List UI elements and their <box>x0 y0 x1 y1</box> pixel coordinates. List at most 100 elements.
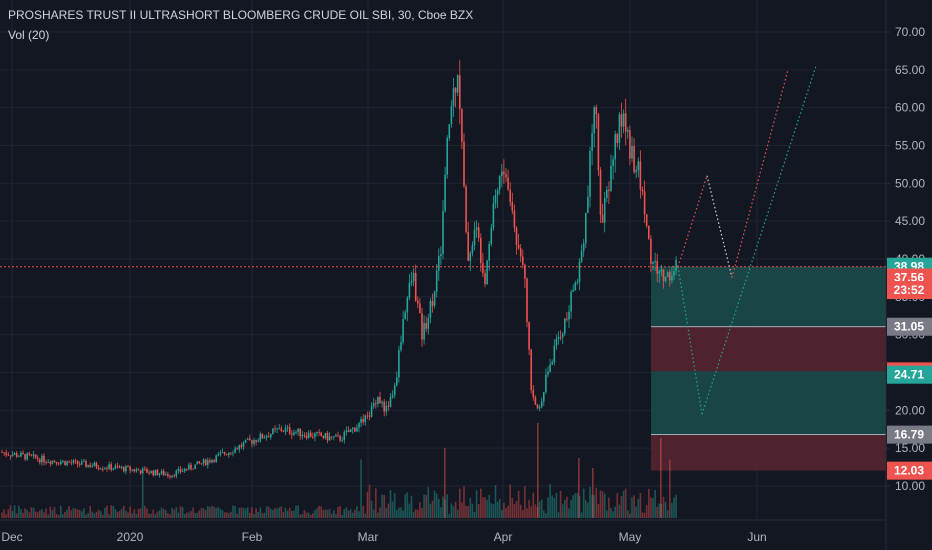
volume-bar <box>633 495 635 518</box>
volume-bar <box>456 509 459 518</box>
candle-body <box>179 468 182 472</box>
candle-body <box>158 473 161 476</box>
volume-bar <box>39 510 41 518</box>
volume-bar <box>673 497 675 518</box>
candle-body <box>68 461 70 463</box>
candle-body <box>400 342 402 351</box>
candle-body <box>475 227 478 230</box>
volume-bar <box>209 507 211 518</box>
candle-body <box>446 138 448 175</box>
volume-bar <box>570 500 572 518</box>
volume-bar <box>76 509 79 518</box>
volume-bar <box>519 504 522 518</box>
volume-bar <box>654 490 656 518</box>
candle-body <box>3 452 5 454</box>
candlesticks[interactable] <box>1 60 677 480</box>
candle-body <box>618 114 621 143</box>
candle-body <box>526 278 528 322</box>
candle-body <box>442 210 444 255</box>
candle-body <box>555 338 558 346</box>
volume-bar <box>223 512 226 518</box>
candle-body <box>610 165 612 191</box>
volume-bar <box>213 506 215 518</box>
candle-body <box>230 452 232 454</box>
volume-bar <box>643 512 646 518</box>
candle-body <box>116 465 119 467</box>
volume-bar <box>511 498 514 518</box>
candle-body <box>11 454 14 457</box>
candle-body <box>633 146 635 173</box>
candle-body <box>431 300 434 306</box>
volume-bar <box>24 508 26 518</box>
candle-body <box>207 460 209 466</box>
candle-body <box>154 469 157 476</box>
volume-bar <box>221 510 224 518</box>
volume-bar <box>211 505 213 518</box>
volume-bar <box>377 512 379 518</box>
candle-body <box>62 460 64 462</box>
candle-body <box>620 114 623 127</box>
candle-body <box>501 171 503 177</box>
volume-bar <box>383 495 385 518</box>
candle-body <box>97 467 100 470</box>
volume-bar <box>322 509 325 518</box>
candle-body <box>55 461 58 464</box>
volume-bar <box>146 508 148 518</box>
candle-body <box>225 454 228 456</box>
candle-body <box>70 462 73 464</box>
candle-body <box>410 281 413 283</box>
volume-bar <box>106 505 108 518</box>
candle-body <box>440 254 442 257</box>
volume-bar <box>45 508 47 518</box>
candle-body <box>349 429 352 433</box>
volume-bar <box>177 512 180 518</box>
volume-bar <box>110 505 112 518</box>
volume-bar <box>97 509 100 518</box>
candle-body <box>253 440 255 444</box>
volume-bar <box>217 506 220 518</box>
volume-indicator-label[interactable]: Vol (20) <box>8 28 50 42</box>
volume-bar <box>337 507 339 518</box>
volume-bar <box>7 509 10 518</box>
volume-bar <box>486 500 488 518</box>
volume-bar <box>448 513 451 518</box>
volume-bar <box>192 507 194 518</box>
volume-bar <box>188 512 190 518</box>
volume-bar <box>393 493 396 518</box>
projection-segment <box>701 65 817 415</box>
candle-body <box>57 463 60 465</box>
candle-body <box>461 108 463 142</box>
volume-bar <box>314 510 316 518</box>
candle-body <box>141 468 144 474</box>
candle-body <box>265 436 268 438</box>
candle-body <box>251 440 253 444</box>
candle-body <box>160 471 163 474</box>
volume-bar <box>339 506 341 518</box>
volume-bar <box>671 502 673 518</box>
candle-body <box>570 291 572 312</box>
candle-body <box>146 469 148 473</box>
candle-body <box>364 415 367 423</box>
candle-body <box>561 333 564 338</box>
candle-body <box>543 391 545 402</box>
volume-bar <box>171 507 173 518</box>
volume-bar <box>425 494 427 518</box>
candle-body <box>123 466 125 472</box>
volume-bar <box>438 498 440 518</box>
volume-bar <box>74 508 77 518</box>
candle-body <box>538 407 541 409</box>
candle-body <box>51 460 54 464</box>
volume-bar <box>522 510 524 518</box>
candle-body <box>547 371 549 375</box>
volume-bar <box>68 506 70 518</box>
candle-body <box>186 468 188 470</box>
volume-bar <box>305 512 308 518</box>
candle-body <box>356 427 358 432</box>
candle-body <box>343 431 346 440</box>
x-axis[interactable]: Dec 2020 Feb Mar Apr May Jun <box>1 530 766 544</box>
volume-bar <box>444 448 446 518</box>
volume-bar <box>232 505 234 518</box>
volume-bar <box>459 488 461 518</box>
volume-bar <box>624 488 627 518</box>
